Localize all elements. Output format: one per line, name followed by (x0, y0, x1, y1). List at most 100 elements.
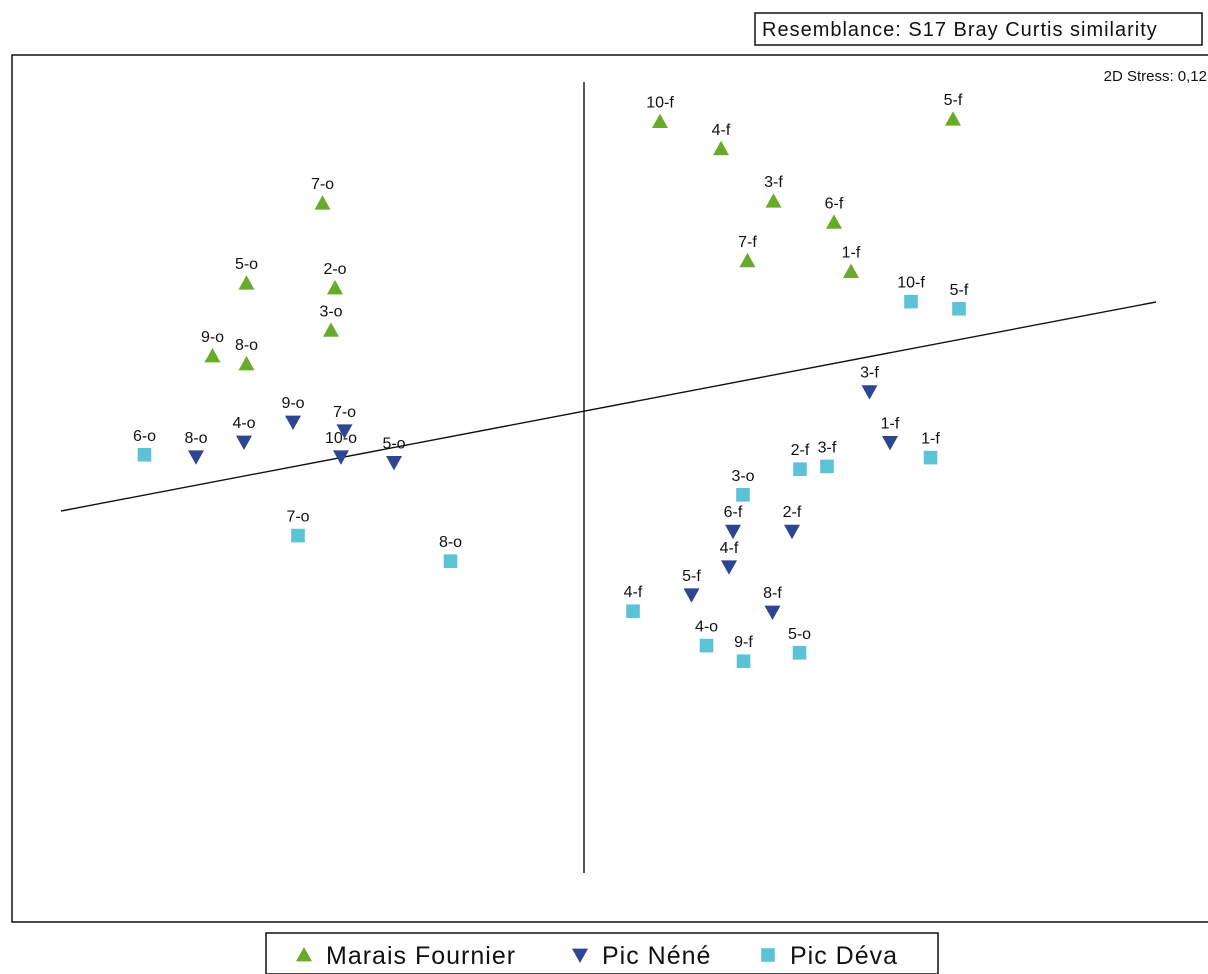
point-pic-nene-4-o: 4-o (232, 415, 256, 450)
point-pic-deva-10-f: 10-f (897, 275, 925, 309)
point-label-marais-fournier-1-f: 1-f (842, 245, 861, 262)
point-label-marais-fournier-5-o: 5-o (235, 256, 258, 273)
point-label-pic-deva-10-f: 10-f (897, 275, 925, 292)
point-pic-nene-1-f: 1-f (881, 415, 900, 451)
point-label-marais-fournier-6-f: 6-f (825, 195, 844, 212)
point-pic-nene-10-o: 10-o (325, 430, 357, 465)
point-marais-fournier-2-o: 2-o (323, 261, 347, 295)
point-marais-fournier-6-f: 6-f (825, 195, 844, 229)
point-marais-fournier-5-o: 5-o (235, 256, 258, 290)
point-label-pic-deva-2-f: 2-f (791, 442, 810, 459)
point-marais-fournier-3-f: 3-f (764, 174, 783, 208)
point-pic-nene-5-o: 5-o (382, 435, 406, 471)
point-pic-deva-3-o: 3-o (731, 468, 755, 502)
point-label-pic-nene-4-f: 4-f (720, 540, 739, 557)
resemblance-label: Resemblance: S17 Bray Curtis similarity (762, 19, 1158, 41)
point-label-pic-deva-8-o: 8-o (439, 534, 462, 551)
marker-marais-fournier-3-f (765, 193, 782, 208)
point-pic-nene-6-f: 6-f (724, 504, 743, 540)
point-pic-nene-7-o: 7-o (333, 404, 356, 439)
marker-pic-nene-9-o (285, 415, 301, 430)
marker-pic-nene-1-f (882, 436, 898, 451)
marker-pic-nene-2-f (784, 524, 800, 540)
point-label-pic-nene-10-o: 10-o (325, 430, 357, 447)
marker-pic-nene-8-f (764, 605, 781, 620)
marker-pic-deva-8-o (443, 554, 458, 568)
marker-marais-fournier-6-f (826, 214, 842, 229)
point-label-pic-nene-8-f: 8-f (763, 585, 782, 602)
point-label-pic-nene-1-f: 1-f (881, 415, 900, 432)
plot-frame (11, 54, 1208, 923)
point-label-pic-nene-8-o: 8-o (184, 430, 207, 447)
point-label-pic-deva-7-o: 7-o (286, 509, 309, 526)
point-label-marais-fournier-5-f: 5-f (944, 92, 963, 109)
point-label-pic-nene-5-f: 5-f (682, 568, 701, 585)
marker-pic-nene-5-f (683, 588, 700, 603)
point-label-pic-nene-9-o: 9-o (281, 395, 304, 412)
resemblance-box: Resemblance: S17 Bray Curtis similarity (754, 12, 1203, 46)
point-label-pic-deva-1-f: 1-f (921, 431, 940, 448)
legend-label-marais-fournier: Marais Fournier (326, 942, 516, 970)
marker-pic-nene-6-f (725, 524, 741, 540)
marker-pic-nene-5-o (386, 456, 402, 471)
point-pic-deva-5-f: 5-f (950, 282, 969, 316)
point-pic-deva-9-f: 9-f (734, 634, 753, 668)
point-marais-fournier-7-f: 7-f (738, 234, 757, 268)
point-pic-deva-6-o: 6-o (133, 428, 156, 462)
marker-marais-fournier-9-o (204, 348, 221, 363)
marker-pic-deva-6-o (137, 448, 152, 462)
point-label-pic-deva-3-f: 3-f (818, 439, 837, 456)
point-pic-nene-3-f: 3-f (860, 365, 879, 400)
legend-label-pic-nene: Pic Néné (602, 942, 711, 970)
point-label-pic-nene-4-o: 4-o (232, 415, 255, 432)
point-label-pic-deva-5-o: 5-o (788, 626, 811, 643)
point-pic-deva-3-f: 3-f (818, 439, 837, 474)
legend-item-pic-deva: Pic Déva (761, 942, 898, 970)
point-label-marais-fournier-3-o: 3-o (319, 303, 342, 320)
marker-marais-fournier-3-o (323, 322, 339, 337)
point-marais-fournier-8-o: 8-o (235, 337, 258, 371)
point-pic-deva-7-o: 7-o (286, 509, 310, 543)
oblique-divider (60, 301, 1157, 512)
point-label-marais-fournier-8-o: 8-o (235, 337, 258, 354)
point-label-marais-fournier-2-o: 2-o (323, 261, 346, 278)
marker-pic-nene-4-o (236, 435, 252, 450)
marker-marais-fournier-5-o (238, 275, 255, 290)
marker-pic-nene-7-o (336, 424, 353, 439)
marker-pic-deva-7-o (291, 528, 305, 543)
marker-pic-nene-3-f (861, 385, 878, 400)
point-pic-nene-8-o: 8-o (184, 430, 208, 465)
point-marais-fournier-4-f: 4-f (712, 122, 731, 156)
marker-pic-deva-5-f (952, 302, 966, 316)
marker-pic-deva-1-f (923, 450, 938, 465)
point-label-pic-deva-5-f: 5-f (950, 282, 969, 299)
point-marais-fournier-1-f: 1-f (842, 245, 861, 278)
marker-marais-fournier-7-o (314, 195, 331, 210)
marker-marais-fournier-2-o (327, 280, 343, 295)
legend-item-marais-fournier: Marais Fournier (296, 942, 516, 970)
marker-marais-fournier-8-o (238, 356, 255, 371)
point-pic-nene-5-f: 5-f (682, 568, 701, 603)
marker-pic-deva-9-f (736, 654, 751, 668)
point-marais-fournier-5-f: 5-f (944, 92, 963, 126)
point-marais-fournier-7-o: 7-o (311, 176, 334, 210)
point-pic-deva-4-f: 4-f (624, 584, 643, 618)
point-pic-deva-8-o: 8-o (439, 534, 462, 568)
point-marais-fournier-3-o: 3-o (319, 303, 343, 337)
point-label-marais-fournier-7-o: 7-o (311, 176, 334, 193)
legend-marker-pic-deva (761, 948, 775, 962)
point-label-pic-deva-9-f: 9-f (734, 634, 753, 651)
point-marais-fournier-9-o: 9-o (201, 329, 224, 363)
point-pic-deva-4-o: 4-o (695, 619, 718, 653)
point-pic-deva-5-o: 5-o (788, 626, 811, 660)
point-pic-nene-9-o: 9-o (281, 395, 305, 430)
marker-pic-deva-4-o (699, 638, 714, 653)
marker-marais-fournier-4-f (713, 140, 729, 156)
point-pic-nene-2-f: 2-f (783, 504, 802, 540)
legend-label-pic-deva: Pic Déva (790, 942, 898, 970)
point-marais-fournier-10-f: 10-f (646, 95, 674, 128)
legend-marker-marais-fournier (296, 947, 312, 962)
point-label-marais-fournier-9-o: 9-o (201, 329, 224, 346)
marker-pic-deva-3-f (820, 459, 834, 474)
